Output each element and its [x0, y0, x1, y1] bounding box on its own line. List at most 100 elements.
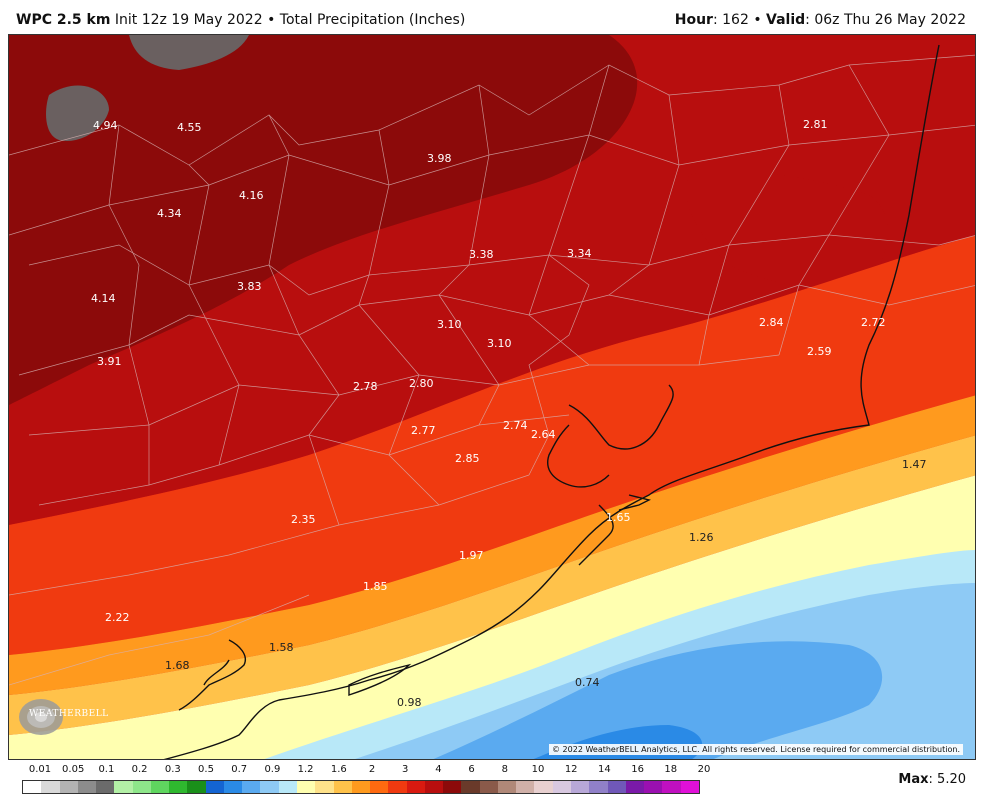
value-label: 3.10 — [487, 337, 512, 350]
legend-swatch — [41, 781, 60, 793]
weatherbell-logo: WEATHERBELL — [13, 695, 108, 741]
legend-swatch — [370, 781, 389, 793]
value-label: 3.38 — [469, 248, 494, 261]
value-label: 3.34 — [567, 247, 592, 260]
legend-swatch — [242, 781, 261, 793]
value-label: 0.98 — [397, 696, 422, 709]
copyright-notice: © 2022 WeatherBELL Analytics, LLC. All r… — [549, 744, 963, 755]
value-label: 1.58 — [269, 641, 294, 654]
legend-swatch — [187, 781, 206, 793]
legend-tick-label: 0.05 — [62, 764, 85, 775]
legend-swatch — [479, 781, 498, 793]
value-labels: 4.94 4.55 3.98 2.81 4.16 4.34 3.38 3.34 … — [91, 118, 927, 709]
value-label: 2.64 — [531, 428, 556, 441]
value-label: 1.85 — [363, 580, 388, 593]
legend-tick-label: 6 — [468, 764, 475, 775]
legend-swatch — [205, 781, 224, 793]
value-label: 2.74 — [503, 419, 528, 432]
legend-tick-label: 14 — [598, 764, 611, 775]
value-label: 2.59 — [807, 345, 832, 358]
legend-swatch — [516, 781, 535, 793]
legend-ticks: 0.01 0.05 0.1 0.2 0.3 0.5 0.7 0.9 1.2 1.6 2 3 4 6 8 10 1… — [22, 764, 711, 778]
legend-tick-label: 1.6 — [330, 764, 347, 775]
value-label: 2.80 — [409, 377, 434, 390]
legend-swatch — [662, 781, 681, 793]
value-label: 4.16 — [239, 189, 264, 202]
legend-swatch — [114, 781, 133, 793]
valid-value: : 06z Thu 26 May 2022 — [805, 12, 966, 28]
legend-tick-label: 8 — [501, 764, 508, 775]
legend-tick-label: 2 — [368, 764, 376, 775]
legend-swatch — [296, 781, 316, 793]
value-label: 4.55 — [177, 121, 202, 134]
title-separator: • — [267, 12, 276, 28]
model-name: WPC 2.5 km — [16, 12, 111, 28]
coastline — [163, 44, 940, 759]
legend-tick-label: 0.1 — [98, 764, 115, 775]
legend-swatch — [443, 781, 462, 793]
legend-swatch — [150, 781, 170, 793]
value-label: 2.85 — [455, 452, 480, 465]
legend-swatch — [223, 781, 243, 793]
legend-tick-label: 0.2 — [131, 764, 148, 775]
max-number: : 5.20 — [928, 772, 966, 787]
value-label: 1.47 — [902, 458, 927, 471]
map-title: WPC 2.5 km Init 12z 19 May 2022 • Total … — [16, 12, 465, 28]
max-label: Max — [898, 772, 929, 787]
precip-map[interactable]: 4.94 4.55 3.98 2.81 4.16 4.34 3.38 3.34 … — [8, 34, 976, 760]
title-separator-2: • — [753, 12, 762, 28]
legend-tick-label: 1.2 — [297, 764, 314, 775]
legend-bar — [22, 780, 700, 794]
legend-tick-label: 3 — [402, 764, 409, 775]
legend-swatch — [497, 781, 517, 793]
legend-tick-label: 0.9 — [264, 764, 281, 775]
legend-tick-label: 10 — [531, 764, 545, 775]
value-label: 1.97 — [459, 549, 484, 562]
value-label: 3.83 — [237, 280, 262, 293]
value-label: 4.94 — [93, 119, 118, 132]
weatherbell-logo-icon — [19, 699, 63, 735]
legend-swatch — [552, 781, 571, 793]
value-label: 3.91 — [97, 355, 122, 368]
legend-swatch — [96, 781, 115, 793]
value-label: 4.34 — [157, 207, 182, 220]
legend-swatch — [169, 781, 188, 793]
value-label: 2.77 — [411, 424, 436, 437]
legend-tick-label: 16 — [631, 764, 644, 775]
value-label: 2.84 — [759, 316, 784, 329]
legend-swatch — [424, 781, 444, 793]
legend-tick-label: 12 — [564, 764, 578, 775]
legend-swatch — [589, 781, 608, 793]
legend-swatch — [351, 781, 371, 793]
valid-time: Hour: 162 • Valid: 06z Thu 26 May 2022 — [675, 12, 966, 28]
value-label: 2.81 — [803, 118, 828, 131]
value-label: 2.35 — [291, 513, 316, 526]
band-3-4-east — [686, 171, 888, 289]
value-label: 1.68 — [165, 659, 190, 672]
legend-swatch — [534, 781, 553, 793]
legend-swatch — [570, 781, 590, 793]
value-label: 3.10 — [437, 318, 462, 331]
init-time: Init 12z 19 May 2022 — [114, 12, 263, 28]
band-4-6 — [9, 35, 638, 405]
value-label: 4.14 — [91, 292, 116, 305]
hour-label: Hour — [674, 12, 713, 28]
legend-swatch — [315, 781, 334, 793]
value-label: 2.22 — [105, 611, 130, 624]
legend-swatch — [278, 781, 297, 793]
header-bar: WPC 2.5 km Init 12z 19 May 2022 • Total … — [0, 0, 984, 34]
legend-swatch — [607, 781, 626, 793]
legend-swatch — [23, 781, 42, 793]
legend-swatch — [333, 781, 352, 793]
legend-tick-label: 0.7 — [231, 764, 248, 775]
logo-text: WEATHERBELL — [29, 709, 109, 719]
legend-tick-label: 4 — [435, 764, 442, 775]
county-boundaries — [9, 54, 975, 686]
band-0.9-1.2 — [9, 435, 975, 735]
band-gray-2 — [129, 35, 249, 70]
legend-swatch — [388, 781, 407, 793]
legend-swatch — [644, 781, 663, 793]
legend-tick-label: 0.01 — [28, 764, 52, 775]
legend-tick-label: 18 — [664, 764, 678, 775]
band-1.2-1.6 — [9, 395, 975, 695]
